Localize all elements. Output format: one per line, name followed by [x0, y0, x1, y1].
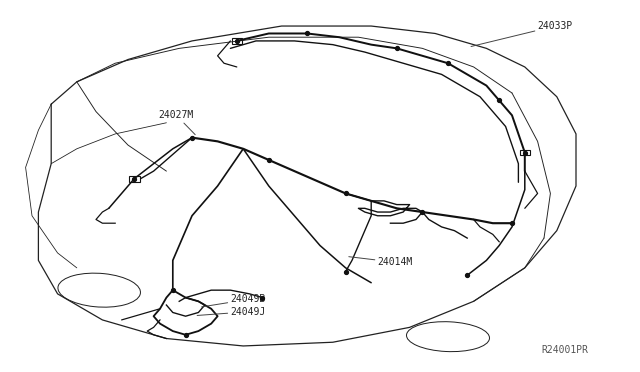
Bar [129, 176, 140, 182]
Text: R24001PR: R24001PR [542, 345, 589, 355]
Text: 24027M: 24027M [159, 110, 195, 135]
Text: 24049J: 24049J [197, 307, 266, 317]
Text: 24014M: 24014M [349, 257, 413, 267]
Bar [520, 150, 530, 155]
Text: 24049B: 24049B [202, 295, 266, 307]
Text: 24033P: 24033P [471, 21, 573, 46]
Bar [232, 38, 242, 44]
